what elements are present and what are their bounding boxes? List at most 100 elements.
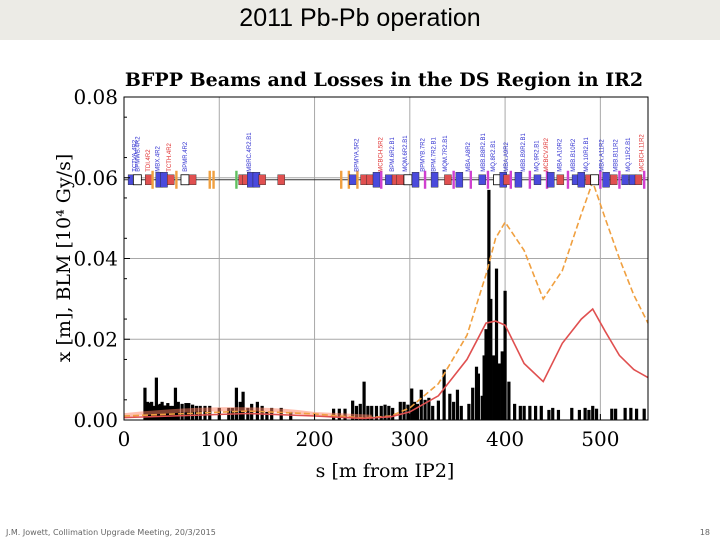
loss-bar xyxy=(614,408,618,420)
beamline-element xyxy=(151,170,154,189)
beamline-element xyxy=(180,174,190,186)
loss-bar xyxy=(374,405,379,420)
beamline-element xyxy=(599,170,602,189)
element-label: MCBCV.9R2 xyxy=(544,137,550,171)
beamline-element xyxy=(277,174,285,185)
loss-bar xyxy=(497,363,501,420)
loss-bar xyxy=(423,399,427,420)
element-label: MQ.8R2.B1 xyxy=(491,140,497,172)
beamline-element xyxy=(145,174,153,185)
beamline-element xyxy=(452,170,455,189)
beamline-element xyxy=(347,170,351,189)
beamline-element xyxy=(403,174,413,186)
beamline-element xyxy=(528,170,532,189)
loss-bar xyxy=(391,407,395,420)
loss-bar xyxy=(489,298,493,420)
beamline-element xyxy=(396,174,404,185)
page-number: 18 xyxy=(699,528,710,537)
x-tick-label: 300 xyxy=(391,427,429,451)
element-label: MCBCH.11R2 xyxy=(639,134,645,172)
curves-layer xyxy=(123,179,649,420)
loss-bar xyxy=(427,397,431,420)
loss-bar xyxy=(351,400,355,420)
loss-bar xyxy=(362,381,366,420)
beamline-element xyxy=(340,170,343,189)
beamline-element xyxy=(590,174,600,186)
beamline-element xyxy=(566,170,570,189)
beamline-element xyxy=(132,174,142,186)
beamline-element xyxy=(430,172,439,188)
element-label: MBA.A9R2 xyxy=(504,141,510,171)
slide-title: 2011 Pb-Pb operation xyxy=(239,4,481,32)
element-label: MBRC.4R2.B1 xyxy=(247,132,253,172)
y-axis-label: x [m], BLM [10⁴ Gy/s] xyxy=(53,154,75,362)
loss-bar xyxy=(412,401,417,420)
y-tick-label: 0.02 xyxy=(73,327,118,351)
loss-bar xyxy=(547,409,551,420)
loss-bar xyxy=(629,407,633,420)
loss-bar xyxy=(190,404,195,420)
element-label: TCTVA.4R2 xyxy=(133,139,139,172)
loss-bar xyxy=(539,405,543,420)
beamline-element xyxy=(486,170,490,189)
loss-bar xyxy=(570,407,574,420)
beamline-element xyxy=(175,170,178,189)
element-label: BPMWB.4R2 xyxy=(135,136,141,172)
loss-bar xyxy=(442,369,446,420)
loss-bar xyxy=(528,405,532,420)
element-label: MBX.4R2 xyxy=(155,145,161,171)
bars-layer xyxy=(143,189,646,420)
element-label: MBA.A10R2 xyxy=(557,138,563,172)
loss-bar xyxy=(494,268,499,420)
y-tick-label: 0.00 xyxy=(73,408,118,432)
loss-bar xyxy=(577,409,582,420)
beamline-element xyxy=(188,174,197,185)
loss-bar xyxy=(551,407,555,420)
beamline-element xyxy=(235,170,238,189)
loss-bar xyxy=(431,405,435,420)
loss-bar xyxy=(436,400,440,420)
beamline-element xyxy=(547,172,555,188)
loss-bar xyxy=(500,351,504,420)
beamline-element xyxy=(634,174,643,185)
x-tick-label: 100 xyxy=(200,427,238,451)
loss-bar xyxy=(594,408,599,420)
x-tick-label: 0 xyxy=(118,427,131,451)
beamline-element xyxy=(444,174,452,185)
beamline-element xyxy=(160,172,168,188)
beamline-element xyxy=(372,172,381,188)
loss-bar xyxy=(154,377,158,420)
beamline-element xyxy=(610,174,618,185)
beamline-element xyxy=(356,170,359,189)
beamline-element xyxy=(556,174,565,185)
beamline-element xyxy=(478,174,486,185)
loss-bar xyxy=(513,403,517,420)
beamline-element xyxy=(577,172,586,188)
loss-bar xyxy=(146,401,150,420)
beamline-element xyxy=(423,170,427,189)
beamline-element xyxy=(533,174,542,185)
loss-bar xyxy=(587,409,591,420)
loss-bar xyxy=(173,387,178,420)
element-label: MBA.A11R2 xyxy=(599,139,605,172)
y-tick-label: 0.04 xyxy=(73,247,118,271)
ticks-layer: 0 100 200 300 400 500 0.00 0.02 0.04 0.06 0.08 xyxy=(73,85,619,451)
element-label: TDI.4R2 xyxy=(146,149,152,172)
loss-bar xyxy=(610,408,614,420)
loss-bar xyxy=(474,366,479,420)
beamline-layer xyxy=(124,170,648,189)
loss-bar xyxy=(522,405,526,420)
title-bar xyxy=(0,0,720,40)
beamline-element xyxy=(621,174,629,185)
loss-bar xyxy=(507,381,511,420)
loss-bar xyxy=(234,387,239,420)
beamline-element xyxy=(366,174,374,185)
element-label: BPM.7R2.B1 xyxy=(432,136,438,171)
loss-bar xyxy=(448,393,452,420)
element-label: BPMYA.5R2 xyxy=(355,138,361,172)
footer-credit: J.M. Jowett, Collimation Upgrade Meeting… xyxy=(6,528,216,537)
loss-bar xyxy=(642,408,646,420)
loss-bar xyxy=(492,355,496,420)
loss-bar xyxy=(583,407,587,420)
